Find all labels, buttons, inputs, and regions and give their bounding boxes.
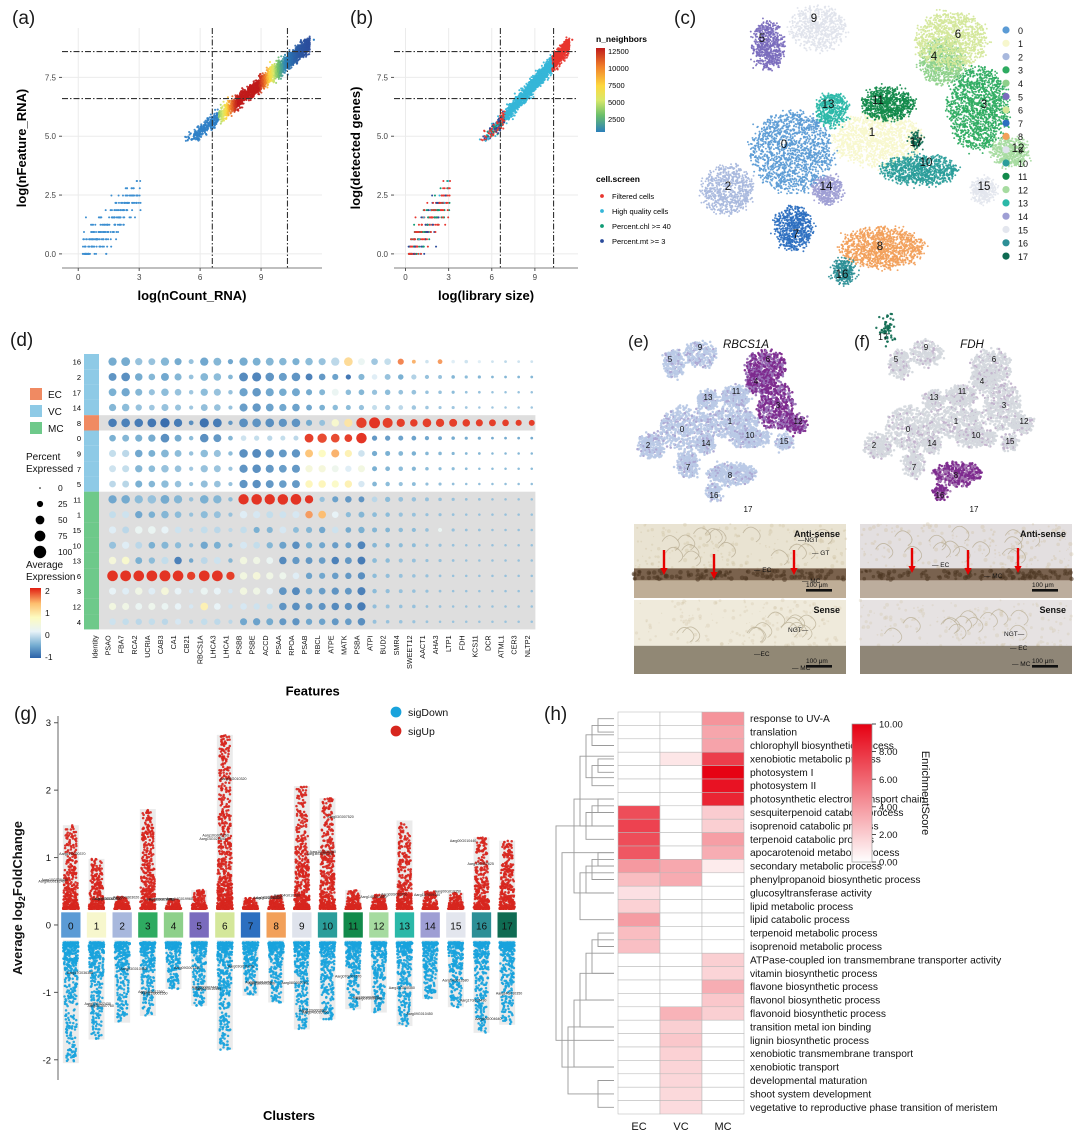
svg-text:2.5: 2.5 [45,191,57,200]
svg-text:6: 6 [198,273,203,282]
panel-b: (b) 0 3 6 9 0.0 2.5 5.0 7.5 log(library size) log… [338,0,671,310]
panel-c: (c) 0 1 2 3 4 5 6 7 8 9 10 11 12 13 14 15 16 17 0 1 2 3 4 5 6 7 8 9… [666,0,1080,310]
svg-text:0: 0 [76,273,81,282]
panel-g-label: (g) [14,704,37,726]
panel-f: (f) FDH 0 1 2 3 4 5 6 7 8 9 10 11 12 13 14 15 16 17 17 Anti-… [852,312,1080,690]
svg-text:3: 3 [137,273,142,282]
panel-a-label: (a) [12,8,35,30]
panel-a: (a) 0 3 6 9 0.0 2.5 5.0 7.5 log(nCount_RNA) log(n… [0,0,340,310]
svg-text:9: 9 [259,273,264,282]
svg-text:7.5: 7.5 [45,73,57,82]
svg-text:0.0: 0.0 [45,250,57,259]
svg-text:5.0: 5.0 [45,132,57,141]
panel-g: (g) 0 1 2 3 4 5 6 7 8 9 10 11 12 13 14 15 16 17 Aarg01G016… [0,690,540,1143]
panel-d-label: (d) [10,330,33,352]
svg-text:log(nCount_RNA): log(nCount_RNA) [137,288,246,303]
panel-c-label: (c) [674,8,696,30]
panel-h: (h) response to UV-A translation chlorophy… [540,690,1080,1143]
panel-e: (e) RBCS1A 0 1 2 3 4 5 6 7 8 9 10 11 12 13 14 15 16 17 Anti… [626,320,854,690]
panel-g-strip-plot: 0 1 2 3 4 5 6 7 8 9 10 11 12 13 14 15 16 17Aarg01G016240A… [10,706,522,1123]
panel-d: (d) 16 2 17 14 8 0 9 7 5 11 1 15 10 13 6 3 12 4 Identity PS… [0,320,626,698]
panel-h-label: (h) [544,704,567,726]
panel-e-label: (e) [628,332,649,352]
panel-b-label: (b) [350,8,373,30]
svg-text:log(nFeature_RNA): log(nFeature_RNA) [14,89,29,207]
panel-a-plot: 0 3 6 9 0.0 2.5 5.0 7.5 log(nCount_RNA) log(nFeat… [14,28,322,303]
panel-f-label: (f) [854,332,870,352]
